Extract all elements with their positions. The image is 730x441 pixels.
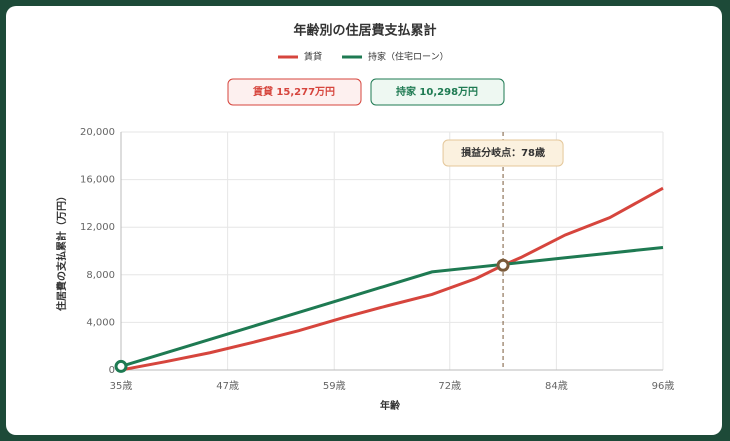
x-axis-label: 年齢 xyxy=(380,399,401,412)
x-tick-label: 72歳 xyxy=(438,380,461,392)
x-tick-label: 47歳 xyxy=(216,380,239,392)
badge-text: 賃貸 15,277万円 xyxy=(252,85,335,98)
y-tick-label: 12,000 xyxy=(80,222,115,233)
y-tick-label: 16,000 xyxy=(80,175,115,186)
chart-title: 年齢別の住居費支払累計 xyxy=(293,23,436,39)
breakeven-label: 損益分岐点：78歳 xyxy=(461,146,545,159)
legend-label: 持家（住宅ローン） xyxy=(368,51,449,63)
breakeven-marker xyxy=(496,258,510,272)
x-tick-label: 35歳 xyxy=(110,380,133,392)
badge xyxy=(227,78,362,106)
series-line xyxy=(120,186,664,372)
y-axis-label: 住居費の支払累計（万円） xyxy=(55,191,68,311)
series-line xyxy=(120,245,664,368)
legend-label: 賃貸 xyxy=(304,51,322,63)
start-marker xyxy=(114,359,128,373)
badge-text: 持家 10,298万円 xyxy=(396,85,478,98)
x-tick-label: 96歳 xyxy=(652,380,675,392)
y-tick-label: 8,000 xyxy=(86,270,115,281)
y-tick-label: 4,000 xyxy=(86,317,115,328)
y-tick-label: 0 xyxy=(109,365,115,376)
badge xyxy=(370,78,505,106)
y-tick-label: 20,000 xyxy=(80,127,115,138)
breakeven-box xyxy=(442,139,564,167)
x-tick-label: 59歳 xyxy=(323,380,346,392)
x-tick-label: 84歳 xyxy=(545,380,568,392)
